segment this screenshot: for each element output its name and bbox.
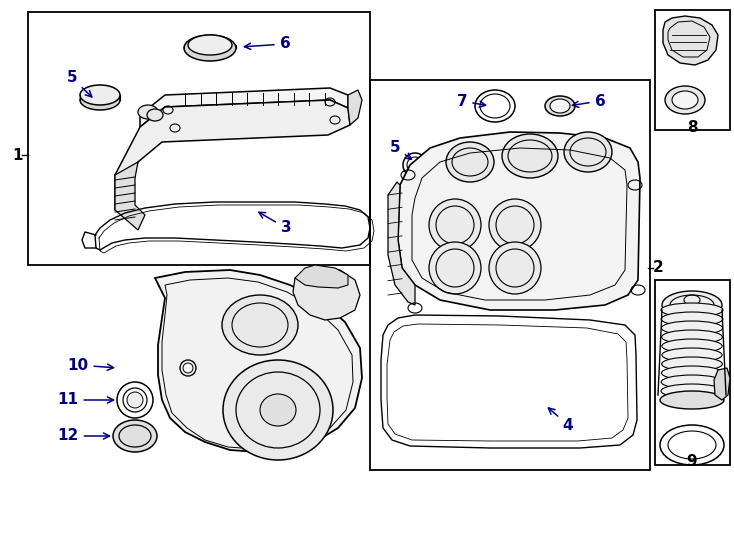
Ellipse shape	[184, 35, 236, 61]
Ellipse shape	[489, 199, 541, 251]
Text: 11: 11	[57, 393, 114, 408]
Polygon shape	[155, 270, 362, 452]
Polygon shape	[140, 88, 348, 127]
Polygon shape	[295, 265, 348, 288]
Ellipse shape	[223, 360, 333, 460]
Ellipse shape	[138, 105, 158, 119]
Ellipse shape	[661, 375, 723, 389]
Text: 7: 7	[457, 93, 486, 109]
Polygon shape	[398, 132, 640, 310]
Ellipse shape	[147, 109, 163, 121]
Text: 2: 2	[653, 260, 664, 275]
Ellipse shape	[661, 330, 722, 344]
Ellipse shape	[545, 96, 575, 116]
Ellipse shape	[260, 394, 296, 426]
Ellipse shape	[660, 391, 724, 409]
Ellipse shape	[222, 295, 298, 355]
Text: 8: 8	[687, 120, 697, 136]
Ellipse shape	[113, 420, 157, 452]
Ellipse shape	[550, 99, 570, 113]
Text: 10: 10	[68, 357, 114, 373]
Ellipse shape	[662, 348, 722, 362]
Ellipse shape	[80, 90, 120, 110]
Ellipse shape	[661, 384, 723, 398]
Text: 9: 9	[687, 455, 697, 469]
Ellipse shape	[672, 91, 698, 109]
Ellipse shape	[662, 291, 722, 319]
Polygon shape	[663, 16, 718, 65]
Ellipse shape	[188, 35, 232, 55]
Ellipse shape	[564, 132, 612, 172]
Polygon shape	[115, 100, 350, 210]
Ellipse shape	[661, 366, 722, 380]
Polygon shape	[293, 268, 360, 320]
Ellipse shape	[502, 134, 558, 178]
Ellipse shape	[446, 142, 494, 182]
Ellipse shape	[661, 321, 722, 335]
Text: 6: 6	[573, 93, 606, 109]
Text: 5: 5	[67, 71, 92, 97]
Polygon shape	[115, 162, 145, 230]
Text: 5: 5	[390, 139, 412, 159]
Polygon shape	[714, 368, 730, 400]
Text: 4: 4	[548, 408, 573, 433]
Text: 6: 6	[244, 37, 291, 51]
Polygon shape	[388, 182, 415, 305]
Ellipse shape	[429, 199, 481, 251]
Text: 3: 3	[259, 212, 291, 235]
Ellipse shape	[429, 242, 481, 294]
Ellipse shape	[661, 357, 722, 371]
Ellipse shape	[661, 312, 723, 326]
Ellipse shape	[489, 242, 541, 294]
Ellipse shape	[665, 86, 705, 114]
Ellipse shape	[661, 303, 723, 317]
Text: 12: 12	[57, 429, 109, 443]
Ellipse shape	[662, 339, 722, 353]
Ellipse shape	[80, 85, 120, 105]
Text: 1: 1	[12, 147, 23, 163]
Ellipse shape	[127, 392, 143, 408]
Polygon shape	[348, 90, 362, 125]
